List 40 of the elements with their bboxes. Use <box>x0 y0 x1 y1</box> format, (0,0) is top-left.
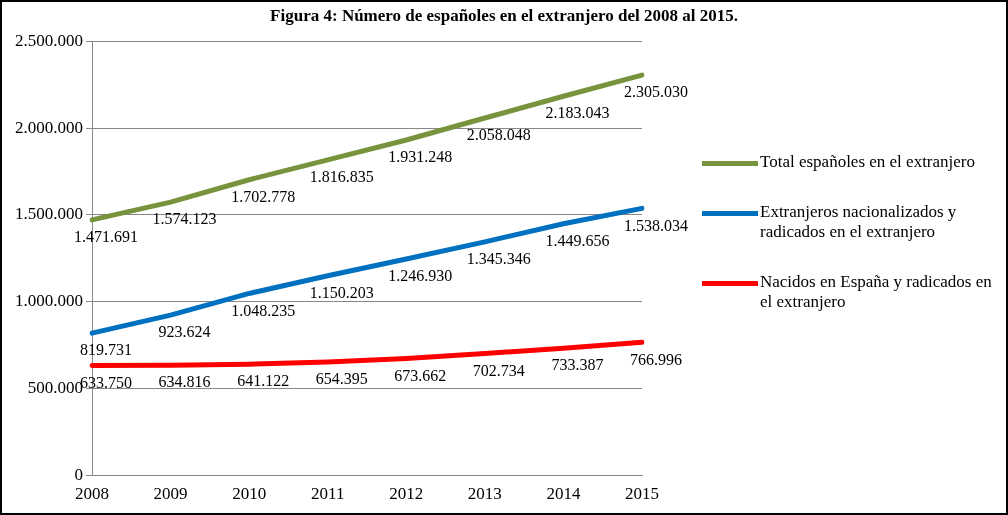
x-tick-label: 2010 <box>232 484 267 504</box>
data-label: 1.574.123 <box>152 210 217 228</box>
y-tick-label: 0 <box>74 465 83 485</box>
y-tick-label: 1.000.000 <box>15 291 83 311</box>
chart-title: Figura 4: Número de españoles en el extranjero del 2008 al 2015. <box>269 6 739 26</box>
data-label: 1.150.203 <box>309 283 374 301</box>
x-tick-label: 2011 <box>311 484 345 504</box>
x-tick-label: 2013 <box>467 484 502 504</box>
data-label: 1.702.778 <box>231 187 296 205</box>
data-label: 1.471.691 <box>74 228 138 246</box>
data-label: 654.395 <box>315 370 368 388</box>
data-label: 1.048.235 <box>231 301 296 319</box>
y-tick-label: 2.000.000 <box>15 117 83 137</box>
data-label: 733.387 <box>551 356 604 374</box>
data-label: 2.058.048 <box>466 126 531 144</box>
data-label: 923.624 <box>158 323 211 341</box>
data-label: 673.662 <box>394 366 447 384</box>
data-label: 1.538.034 <box>624 216 688 234</box>
x-tick-label: 2009 <box>153 484 188 504</box>
y-tick-label: 1.500.000 <box>15 204 83 224</box>
x-tick-label: 2015 <box>625 484 659 504</box>
x-tick-label: 2012 <box>389 484 424 504</box>
data-label: 1.931.248 <box>388 148 453 166</box>
legend-label: Nacidos en España y radicados en el extranjero <box>760 272 992 312</box>
data-label: 702.734 <box>472 361 525 379</box>
data-label: 2.305.030 <box>624 83 688 101</box>
data-label: 1.816.835 <box>309 168 374 186</box>
x-tick-label: 2014 <box>546 484 581 504</box>
legend-label: Extranjeros nacionalizados y radicados en el extranjero <box>760 202 958 242</box>
data-label: 1.449.656 <box>545 231 610 249</box>
data-label: 1.345.346 <box>466 250 531 268</box>
data-label: 1.246.930 <box>388 267 453 285</box>
legend-label: Total españoles en el extranjero <box>760 152 975 172</box>
data-label: 2.183.043 <box>545 104 610 122</box>
data-label: 634.816 <box>158 373 211 391</box>
data-label: 641.122 <box>237 372 290 390</box>
data-label: 819.731 <box>80 341 132 359</box>
y-tick-label: 2.500.000 <box>15 30 83 50</box>
data-label: 766.996 <box>630 350 682 368</box>
x-tick-label: 2008 <box>75 484 109 504</box>
